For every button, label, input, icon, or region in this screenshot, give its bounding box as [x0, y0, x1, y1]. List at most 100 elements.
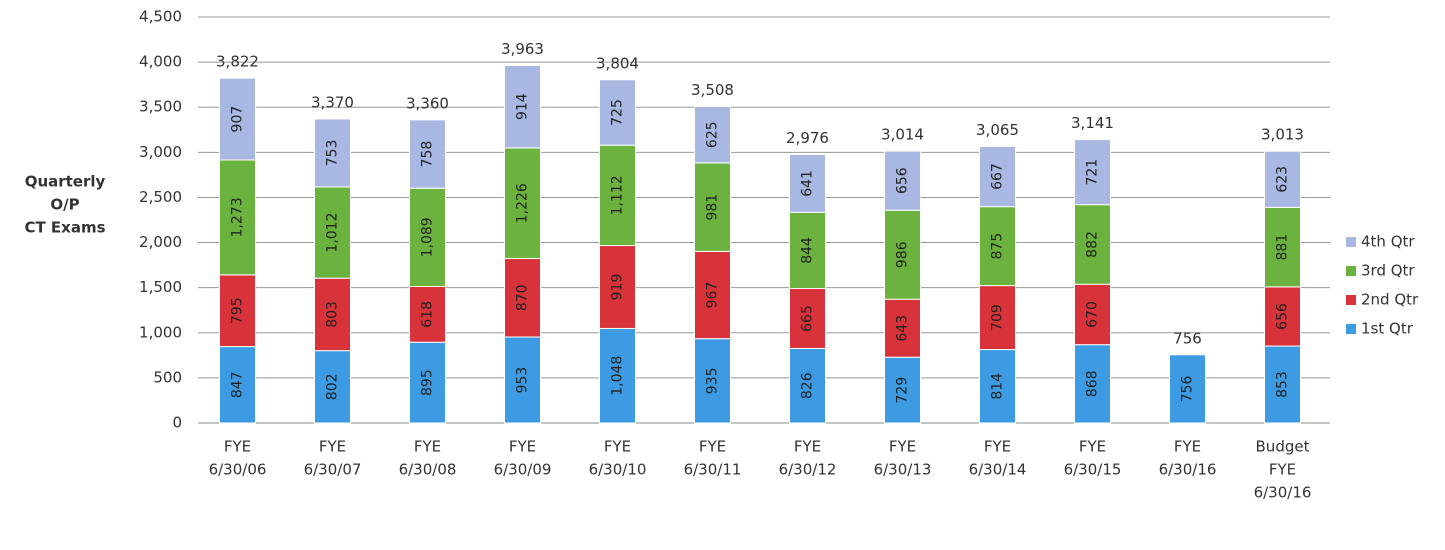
bar-segment: [1264, 206, 1301, 288]
segment-label: 895: [420, 369, 436, 396]
bar-segment: [694, 106, 731, 164]
x-tick-label: 6/30/16: [1254, 484, 1312, 502]
bar-segment: [884, 150, 921, 211]
x-tick-label: 6/30/16: [1159, 461, 1217, 479]
x-tick-label: 6/30/15: [1064, 461, 1122, 479]
segment-label: 656: [895, 167, 911, 194]
y-axis-label: CT Exams: [24, 219, 105, 237]
x-tick-label: 6/30/09: [494, 461, 552, 479]
segment-label: 907: [230, 106, 246, 133]
legend-swatch: [1346, 324, 1356, 334]
y-tick-label: 1,500: [139, 278, 182, 296]
x-tick-label: FYE: [699, 438, 726, 456]
segment-label: 625: [705, 121, 721, 148]
x-tick-label: 6/30/13: [874, 461, 932, 479]
bar-segment: [409, 285, 446, 343]
bar-segment: [409, 119, 446, 189]
y-axis-label: O/P: [50, 196, 79, 214]
legend-swatch: [1346, 237, 1356, 247]
y-tick-label: 3,500: [139, 98, 182, 116]
x-tick-label: FYE: [984, 438, 1011, 456]
segment-label: 881: [1275, 234, 1291, 261]
bar-segment: [979, 145, 1016, 208]
total-label: 3,508: [691, 81, 734, 99]
x-tick-label: 6/30/11: [684, 461, 742, 479]
segment-label: 882: [1085, 231, 1101, 258]
x-tick-label: FYE: [1079, 438, 1106, 456]
bar-segment: [219, 346, 256, 424]
segment-label: 875: [990, 233, 1006, 260]
segment-label: 641: [800, 170, 816, 197]
segment-label: 803: [325, 301, 341, 328]
segment-label: 667: [990, 163, 1006, 190]
bar-segment: [504, 64, 541, 149]
legend-label: 1st Qtr: [1361, 320, 1414, 338]
segment-label: 1,273: [230, 197, 246, 237]
segment-label: 870: [515, 284, 531, 311]
bar-segment: [219, 274, 256, 348]
y-tick-label: 4,500: [139, 8, 182, 26]
bar-segment: [314, 118, 351, 188]
segment-label: 814: [990, 373, 1006, 400]
segment-label: 643: [895, 315, 911, 342]
total-label: 3,370: [311, 93, 354, 111]
segment-label: 1,012: [325, 212, 341, 252]
legend-swatch: [1346, 295, 1356, 305]
segment-label: 919: [610, 274, 626, 301]
bar-segment: [789, 153, 826, 213]
x-tick-label: FYE: [1269, 461, 1296, 479]
segment-label: 844: [800, 237, 816, 264]
bar-segment: [314, 350, 351, 424]
segment-label: 986: [895, 241, 911, 268]
x-tick-label: FYE: [414, 438, 441, 456]
segment-label: 1,089: [420, 217, 436, 257]
segment-label: 623: [1275, 166, 1291, 193]
bar-segment: [789, 347, 826, 424]
segment-label: 802: [325, 373, 341, 400]
x-tick-label: 6/30/06: [209, 461, 267, 479]
segment-label: 967: [705, 282, 721, 309]
segment-label: 729: [895, 377, 911, 404]
segment-label: 756: [1180, 375, 1196, 402]
bar-segment: [219, 77, 256, 161]
bar-segment: [1074, 283, 1111, 346]
bar-segment: [1074, 204, 1111, 285]
bar-segment: [599, 79, 636, 146]
bar-segment: [694, 250, 731, 340]
segment-label: 618: [420, 301, 436, 328]
segment-label: 753: [325, 140, 341, 167]
segment-label: 826: [800, 372, 816, 399]
x-tick-label: FYE: [319, 438, 346, 456]
legend-label: 2nd Qtr: [1361, 291, 1419, 309]
x-tick-label: FYE: [224, 438, 251, 456]
bar-segment: [1264, 345, 1301, 424]
x-tick-label: FYE: [889, 438, 916, 456]
bar-segment: [979, 206, 1016, 287]
y-tick-label: 0: [172, 414, 182, 432]
total-label: 3,822: [216, 53, 259, 71]
bar-segment: [219, 159, 256, 276]
legend-swatch: [1346, 266, 1356, 276]
total-label: 3,014: [881, 126, 924, 144]
x-tick-label: Budget: [1256, 438, 1310, 456]
segment-label: 1,112: [610, 175, 626, 215]
bar-segment: [1074, 139, 1111, 206]
total-label: 3,065: [976, 121, 1019, 139]
segment-label: 665: [800, 305, 816, 332]
segment-label: 656: [1275, 303, 1291, 330]
y-tick-label: 500: [153, 368, 182, 386]
segment-label: 670: [1085, 301, 1101, 328]
y-tick-label: 2,000: [139, 233, 182, 251]
total-label: 756: [1173, 329, 1202, 347]
total-label: 3,141: [1071, 114, 1114, 132]
bar-segment: [884, 356, 921, 424]
x-tick-label: 6/30/08: [399, 461, 457, 479]
x-tick-label: FYE: [509, 438, 536, 456]
segment-label: 1,048: [610, 356, 626, 396]
segment-label: 853: [1275, 371, 1291, 398]
bar-segment: [1169, 354, 1206, 424]
bar-segment: [789, 211, 826, 289]
legend-label: 3rd Qtr: [1361, 262, 1415, 280]
bar-segment: [1264, 150, 1301, 208]
